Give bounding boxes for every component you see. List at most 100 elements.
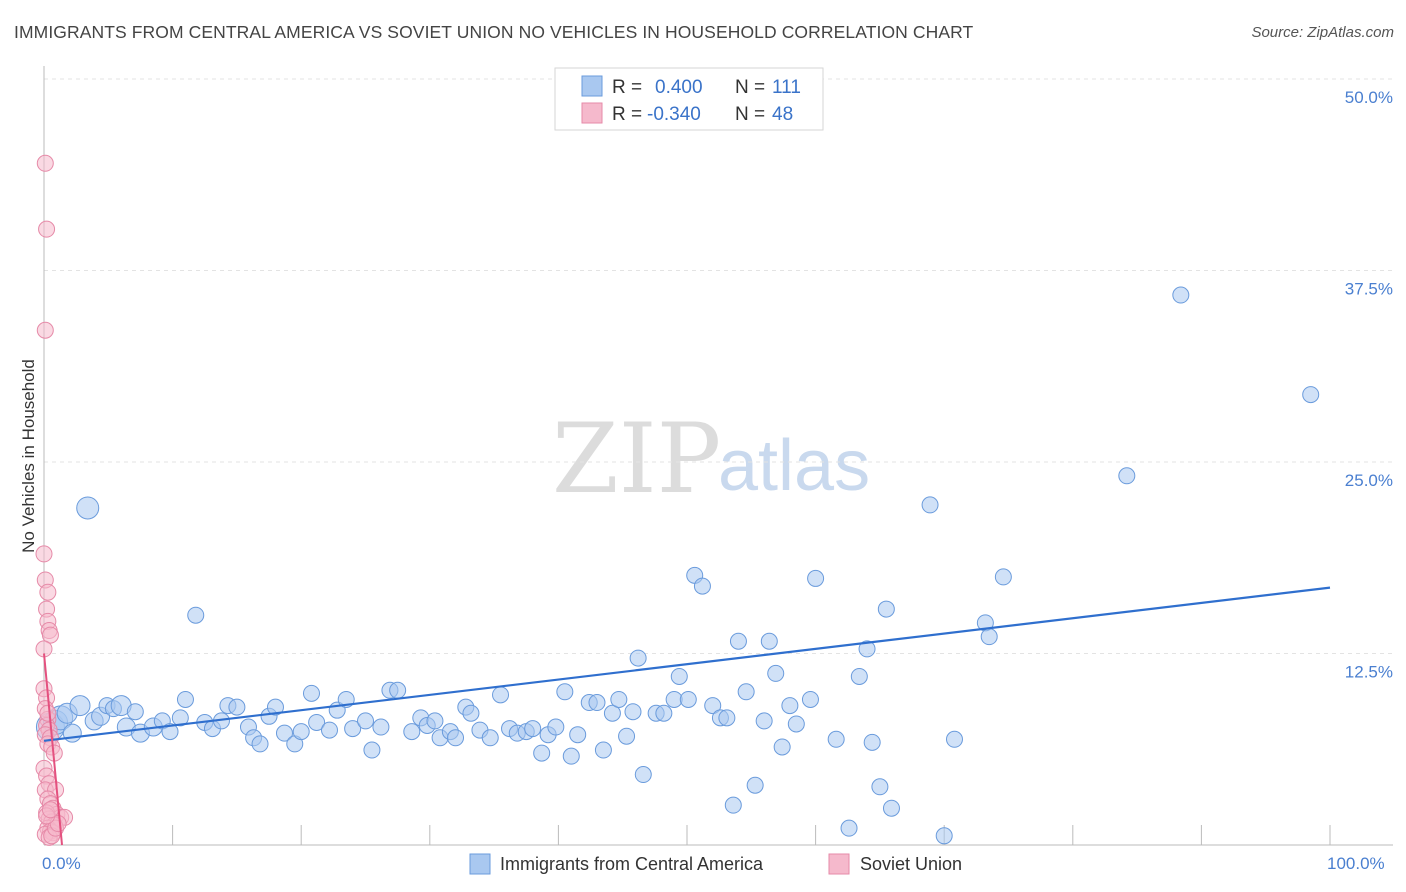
y-tick-labels: 12.5% 25.0% 37.5% 50.0% xyxy=(1345,88,1393,682)
point-central-america-17 xyxy=(161,723,179,741)
bottom-legend-label-pink: Soviet Union xyxy=(860,854,962,874)
point-central-america-77 xyxy=(655,704,673,722)
legend-n-label-2: N = xyxy=(735,104,765,125)
legend-n-value-1: 111 xyxy=(772,77,801,98)
x-tick-label-min: 0.0% xyxy=(42,854,81,873)
point-soviet-union-2 xyxy=(36,321,54,339)
point-central-america-102 xyxy=(863,733,881,751)
watermark-atlas: atlas xyxy=(718,426,870,506)
bottom-legend-swatch-blue xyxy=(469,853,491,875)
point-central-america-34 xyxy=(302,684,320,702)
point-central-america-66 xyxy=(569,726,587,744)
point-central-america-108 xyxy=(945,730,963,748)
point-central-america-113 xyxy=(1118,467,1136,485)
point-central-america-44 xyxy=(389,681,407,699)
point-central-america-45 xyxy=(403,723,421,741)
point-central-america-104 xyxy=(877,600,895,618)
point-central-america-110 xyxy=(980,628,998,646)
point-central-america-73 xyxy=(624,703,642,721)
point-central-america-99 xyxy=(840,819,858,837)
point-central-america-68 xyxy=(588,694,606,712)
point-central-america-114 xyxy=(1302,386,1320,404)
point-central-america-41 xyxy=(363,741,381,759)
point-central-america-51 xyxy=(447,729,465,747)
point-central-america-89 xyxy=(746,776,764,794)
point-central-america-96 xyxy=(801,690,819,708)
point-central-america-69 xyxy=(594,741,612,759)
point-central-america-75 xyxy=(634,766,652,784)
point-central-america-78 xyxy=(665,690,683,708)
y-tick-label-3: 50.0% xyxy=(1345,88,1393,107)
point-central-america-20 xyxy=(187,606,205,624)
point-central-america-100 xyxy=(850,667,868,685)
trend-lines xyxy=(43,586,1331,846)
point-central-america-61 xyxy=(533,744,551,762)
point-central-america-18 xyxy=(171,709,189,727)
point-central-america-107 xyxy=(935,827,953,845)
legend-n-value-2: 48 xyxy=(772,104,793,125)
point-central-america-28 xyxy=(251,735,269,753)
legend-swatch-pink xyxy=(581,102,603,124)
legend-n-label-1: N = xyxy=(735,77,765,98)
point-central-america-88 xyxy=(737,683,755,701)
point-central-america-5 xyxy=(69,695,91,717)
point-soviet-union-5 xyxy=(39,583,57,601)
point-central-america-101 xyxy=(858,640,876,658)
point-central-america-35 xyxy=(308,713,326,731)
point-central-america-98 xyxy=(827,730,845,748)
chart-title: IMMIGRANTS FROM CENTRAL AMERICA VS SOVIE… xyxy=(14,22,974,42)
watermark-zip: ZIP xyxy=(552,403,721,515)
point-soviet-union-3 xyxy=(35,545,53,563)
point-central-america-42 xyxy=(372,718,390,736)
point-central-america-33 xyxy=(292,723,310,741)
point-soviet-union-1 xyxy=(38,220,56,238)
legend-r-value-1: 0.400 xyxy=(655,77,703,98)
grid-lines xyxy=(44,78,1393,654)
point-central-america-85 xyxy=(718,709,736,727)
point-central-america-48 xyxy=(426,712,444,730)
point-central-america-55 xyxy=(481,729,499,747)
bottom-legend-swatch-pink xyxy=(828,853,850,875)
point-central-america-112 xyxy=(1172,286,1190,304)
point-central-america-105 xyxy=(882,799,900,817)
y-tick-label-1: 25.0% xyxy=(1345,471,1393,490)
point-central-america-82 xyxy=(693,577,711,595)
point-central-america-111 xyxy=(994,568,1012,586)
x-tick-label-max: 100.0% xyxy=(1327,854,1385,873)
point-central-america-56 xyxy=(492,686,510,704)
series-soviet-union-points xyxy=(35,154,74,846)
point-central-america-95 xyxy=(787,715,805,733)
point-central-america-19 xyxy=(176,690,194,708)
point-central-america-36 xyxy=(320,721,338,739)
point-central-america-53 xyxy=(462,704,480,722)
point-central-america-92 xyxy=(767,664,785,682)
point-central-america-103 xyxy=(871,778,889,796)
y-tick-label-0: 12.5% xyxy=(1345,663,1393,682)
point-central-america-63 xyxy=(547,718,565,736)
trend-line-soviet-union xyxy=(43,653,63,846)
point-central-america-86 xyxy=(724,796,742,814)
point-central-america-93 xyxy=(773,738,791,756)
point-central-america-64 xyxy=(556,683,574,701)
point-central-america-79 xyxy=(670,667,688,685)
y-tick-label-2: 37.5% xyxy=(1345,280,1393,299)
series-legend: Immigrants from Central America Soviet U… xyxy=(469,853,962,875)
point-central-america-30 xyxy=(266,698,284,716)
legend-r-value-2: -0.340 xyxy=(647,104,701,125)
legend-r-label-1: R = xyxy=(612,77,642,98)
point-central-america-90 xyxy=(755,712,773,730)
point-central-america-65 xyxy=(562,747,580,765)
point-central-america-71 xyxy=(610,690,628,708)
legend-r-label-2: R = xyxy=(612,104,642,125)
point-soviet-union-44 xyxy=(41,801,59,819)
point-central-america-6 xyxy=(76,496,100,520)
axes xyxy=(43,66,1393,846)
point-soviet-union-9 xyxy=(41,626,59,644)
point-central-america-83 xyxy=(704,697,722,715)
point-central-america-97 xyxy=(807,569,825,587)
series-central-america-points xyxy=(35,286,1320,845)
point-central-america-31 xyxy=(275,724,293,742)
point-central-america-25 xyxy=(228,698,246,716)
point-central-america-80 xyxy=(679,690,697,708)
